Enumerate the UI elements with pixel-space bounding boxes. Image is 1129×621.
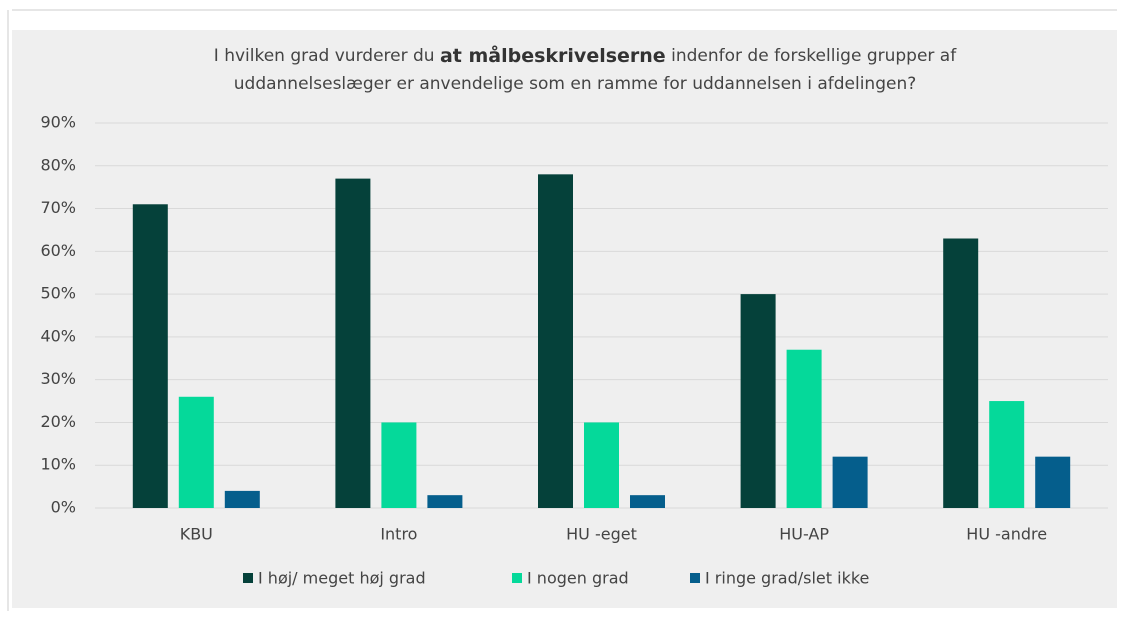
y-tick-label: 20%	[40, 412, 76, 431]
legend-label: I høj/ meget høj grad	[258, 569, 426, 588]
y-tick-label: 10%	[40, 455, 76, 474]
bar	[178, 396, 214, 508]
bar	[224, 490, 260, 508]
bar	[335, 178, 371, 508]
x-tick-label: HU -eget	[566, 525, 637, 544]
legend-swatch	[690, 573, 700, 583]
x-tick-label: KBU	[180, 525, 213, 544]
title-part: indenfor de forskellige grupper af	[671, 46, 957, 66]
bar	[989, 401, 1025, 508]
y-tick-label: 70%	[40, 198, 76, 217]
title-part-bold: at målbeskrivelserne	[440, 43, 666, 67]
bar	[630, 495, 665, 508]
x-tick-label: HU-AP	[779, 525, 829, 544]
y-tick-label: 30%	[40, 369, 76, 388]
legend-label: I nogen grad	[527, 569, 629, 588]
legend-swatch	[512, 573, 522, 583]
bar	[132, 204, 168, 508]
bar	[740, 294, 776, 508]
y-tick-label: 60%	[40, 241, 76, 260]
y-tick-label: 50%	[40, 284, 76, 303]
y-tick-label: 90%	[40, 113, 76, 132]
title-part: I hvilken grad vurderer du	[214, 46, 435, 66]
bar	[1035, 456, 1071, 508]
chart-title-line2: uddannelseslæger er anvendelige som en r…	[234, 74, 917, 94]
chart-title: I hvilken grad vurderer du at målbeskriv…	[214, 43, 957, 67]
x-tick-label: HU -andre	[966, 525, 1047, 544]
legend-swatch	[243, 573, 253, 583]
bar	[584, 422, 619, 508]
bar	[538, 174, 573, 509]
legend-label: I ringe grad/slet ikke	[705, 569, 869, 588]
bar	[943, 238, 979, 508]
bar	[786, 349, 822, 508]
y-tick-label: 40%	[40, 326, 76, 345]
bar	[381, 422, 417, 508]
y-tick-label: 0%	[51, 498, 76, 517]
y-tick-label: 80%	[40, 155, 76, 174]
bar	[832, 456, 868, 508]
bar	[427, 495, 463, 508]
x-tick-label: Intro	[380, 525, 417, 544]
